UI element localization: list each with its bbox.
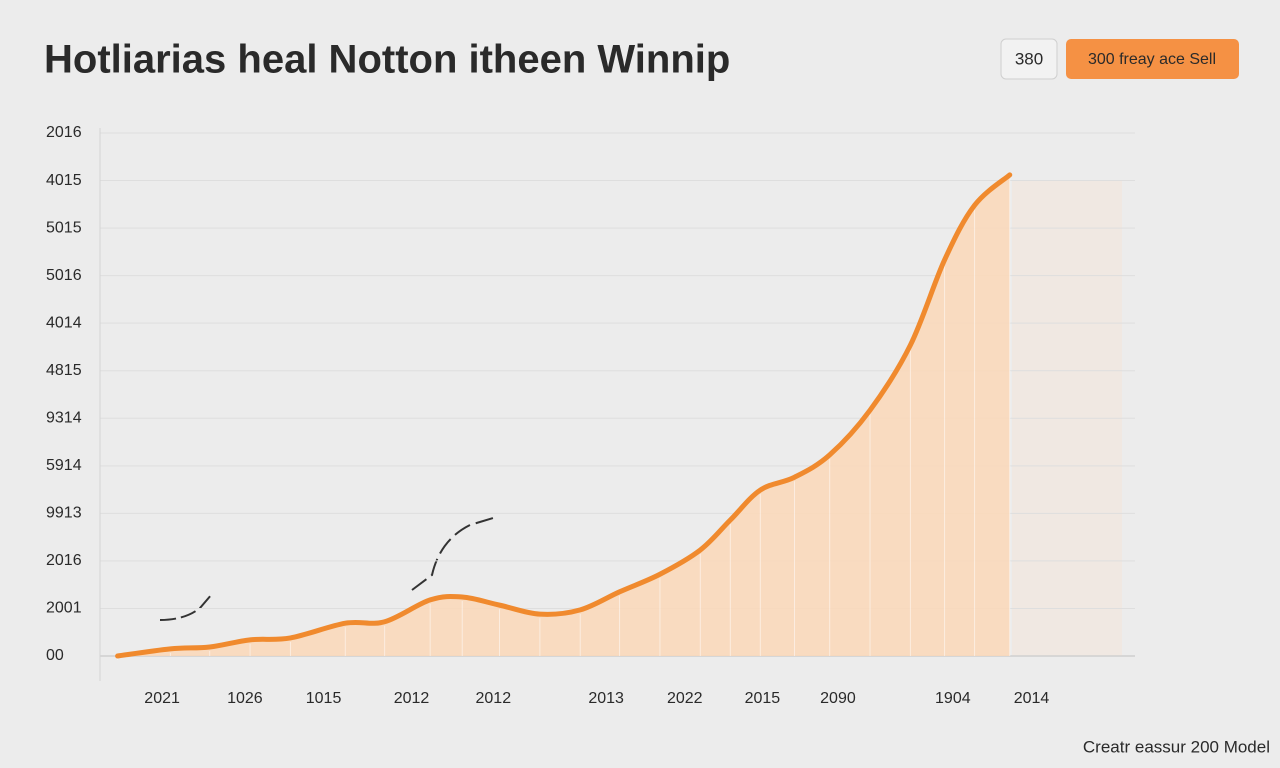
- y-tick-label: 2016: [46, 552, 82, 569]
- footer-text: Creatr eassur 200 Model: [1083, 737, 1270, 756]
- x-tick-label: 2012: [394, 690, 430, 707]
- y-tick-label: 4015: [46, 172, 82, 189]
- x-tick-label: 2021: [144, 690, 180, 707]
- x-tick-label: 2013: [588, 690, 624, 707]
- x-tick-label: 2090: [820, 690, 856, 707]
- y-tick-label: 00: [46, 647, 64, 664]
- y-tick-label: 4815: [46, 362, 82, 379]
- x-tick-label: 1026: [227, 690, 263, 707]
- area-fill: [117, 174, 1010, 656]
- chart-title: Hotliarias heal Notton itheen Winnip: [44, 38, 730, 82]
- x-tick-label: 2015: [745, 690, 781, 707]
- y-tick-label: 9913: [46, 505, 82, 522]
- annotation-stroke: [411, 517, 494, 591]
- x-tick-label: 1015: [306, 690, 342, 707]
- x-tick-label: 2012: [476, 690, 512, 707]
- y-tick-label: 5914: [46, 457, 82, 474]
- sell-button[interactable]: [1066, 39, 1239, 79]
- x-tick-label: 2022: [667, 690, 703, 707]
- y-tick-label: 9314: [46, 409, 82, 426]
- value-button[interactable]: [1000, 38, 1058, 80]
- y-tick-label: 5016: [46, 267, 82, 284]
- y-tick-label: 2016: [46, 124, 82, 141]
- y-tick-label: 5015: [46, 219, 82, 236]
- y-tick-label: 2001: [46, 600, 82, 617]
- x-tick-label: 2014: [1014, 690, 1050, 707]
- x-tick-label: 1904: [935, 690, 971, 707]
- sell-button-label[interactable]: 300 freay ace Sell: [1088, 51, 1216, 68]
- y-tick-label: 4014: [46, 314, 82, 331]
- plot-area: 00 2001 2016 9913 5914 9314 4815 4014 5016 5015 40…: [46, 124, 1135, 707]
- value-button-label[interactable]: 380: [1015, 49, 1043, 68]
- line: [115, 172, 1013, 659]
